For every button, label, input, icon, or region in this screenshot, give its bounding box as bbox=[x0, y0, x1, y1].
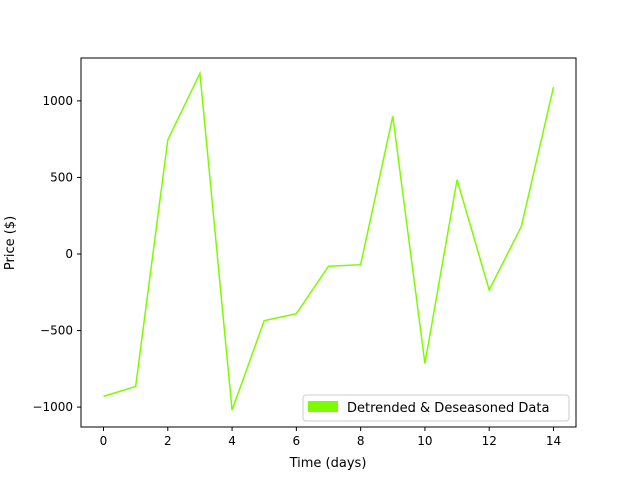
x-tick-label: 14 bbox=[546, 434, 561, 448]
y-tick-label: −1000 bbox=[32, 400, 73, 414]
legend-label: Detrended & Deseasoned Data bbox=[347, 401, 549, 416]
data-point bbox=[456, 179, 458, 181]
y-tick-label: 1000 bbox=[42, 94, 73, 108]
data-point bbox=[521, 226, 523, 228]
data-point bbox=[424, 363, 426, 365]
y-tick-label: 0 bbox=[65, 247, 73, 261]
x-tick-label: 2 bbox=[164, 434, 172, 448]
x-tick-label: 10 bbox=[417, 434, 432, 448]
data-point bbox=[488, 289, 490, 291]
legend-frame bbox=[302, 394, 570, 422]
x-axis-label: Time (days) bbox=[289, 456, 367, 471]
data-point bbox=[231, 409, 233, 411]
y-axis-label: Price ($) bbox=[3, 216, 18, 270]
x-tick-label: 6 bbox=[293, 434, 301, 448]
x-tick-label: 0 bbox=[100, 434, 108, 448]
series-line-0 bbox=[103, 70, 555, 411]
data-point bbox=[296, 313, 298, 315]
y-tick-label: −500 bbox=[40, 324, 73, 338]
data-point bbox=[553, 86, 555, 88]
axes-frame bbox=[80, 57, 577, 428]
data-point bbox=[263, 320, 265, 322]
legend-swatch bbox=[308, 401, 338, 412]
x-tick-label: 4 bbox=[228, 434, 236, 448]
y-tick-label: 500 bbox=[50, 170, 73, 184]
data-point bbox=[167, 139, 169, 141]
data-point bbox=[103, 396, 105, 398]
data-point bbox=[135, 386, 137, 388]
data-point bbox=[199, 73, 201, 75]
legend: Detrended & Deseasoned Data bbox=[302, 394, 570, 422]
plot-area: 0 2 4 6 8 10 12 14 −1000 −500 0 500 1000 bbox=[32, 57, 577, 448]
data-point bbox=[360, 264, 362, 266]
x-tick-label: 8 bbox=[357, 434, 365, 448]
data-point bbox=[328, 265, 330, 267]
data-point bbox=[392, 115, 394, 117]
x-tick-label: 12 bbox=[482, 434, 497, 448]
